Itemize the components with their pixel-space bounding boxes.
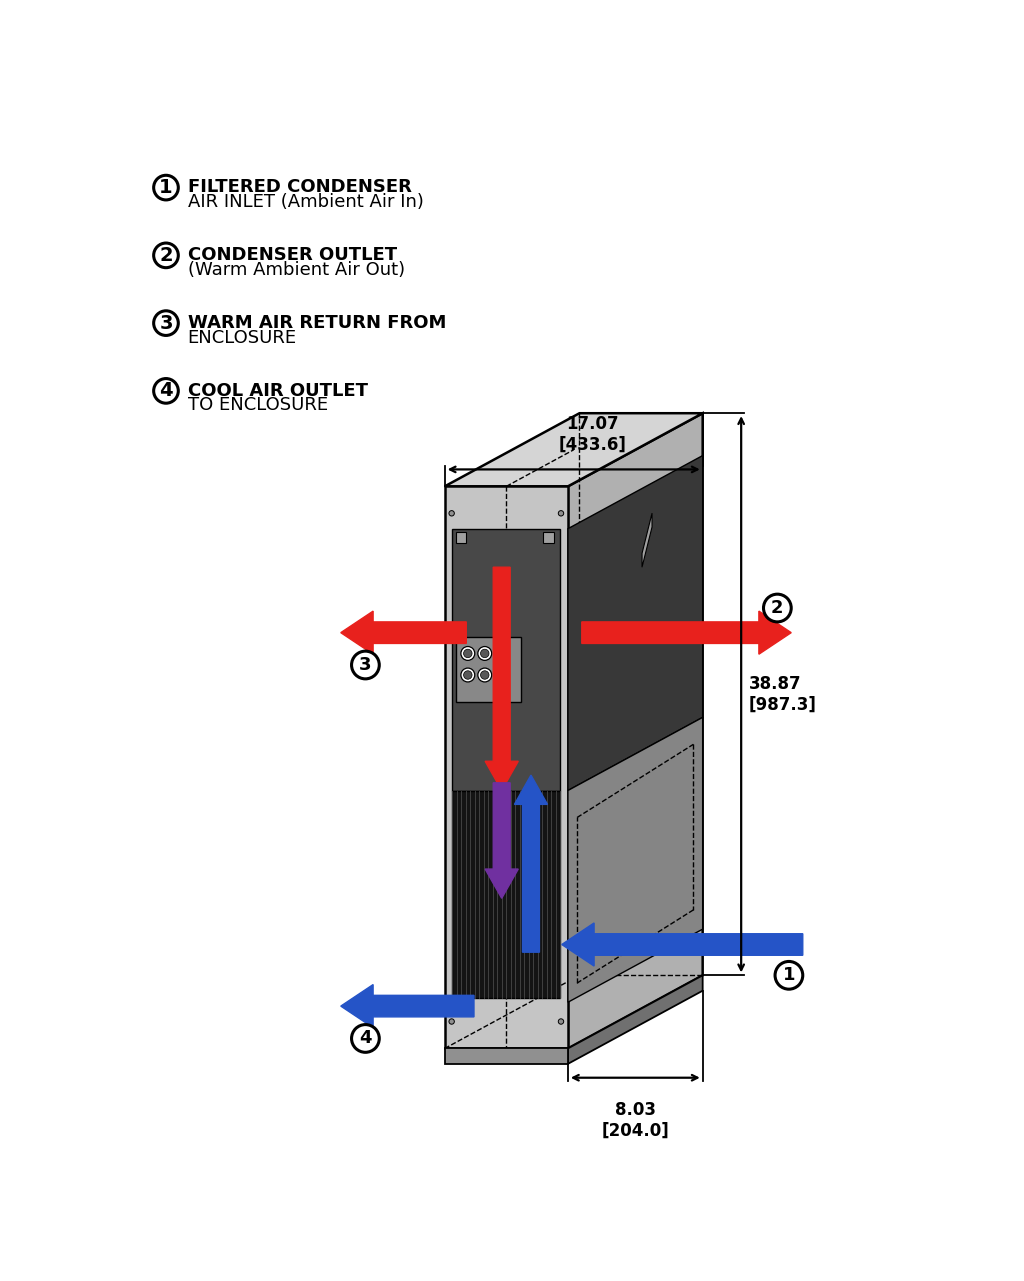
Circle shape [464,649,472,657]
Circle shape [764,594,792,621]
Text: 17.07
[433.6]: 17.07 [433.6] [559,415,627,453]
Polygon shape [568,975,702,1063]
Polygon shape [444,487,568,1048]
Circle shape [495,669,509,681]
Polygon shape [456,532,466,543]
Polygon shape [444,1048,568,1063]
Circle shape [498,649,506,657]
Circle shape [480,671,489,679]
Polygon shape [568,456,702,790]
Text: 38.87
[987.3]: 38.87 [987.3] [749,675,817,714]
FancyArrow shape [582,611,792,655]
Circle shape [558,1018,563,1025]
Polygon shape [568,414,702,1048]
FancyArrow shape [562,922,803,966]
Polygon shape [642,514,652,567]
FancyArrow shape [514,775,548,952]
Text: 2: 2 [771,600,783,617]
Text: WARM AIR RETURN FROM: WARM AIR RETURN FROM [187,314,445,332]
Circle shape [449,1018,455,1025]
Circle shape [351,1025,379,1052]
Circle shape [154,311,178,336]
Text: COOL AIR OUTLET: COOL AIR OUTLET [187,382,368,400]
Text: 3: 3 [359,656,372,674]
Text: ENCLOSURE: ENCLOSURE [187,328,297,346]
Circle shape [498,671,506,679]
Circle shape [461,647,475,661]
Circle shape [449,511,455,516]
Circle shape [154,175,178,200]
Circle shape [495,647,509,661]
Polygon shape [444,414,702,487]
Text: TO ENCLOSURE: TO ENCLOSURE [187,396,328,414]
Circle shape [478,669,492,681]
Polygon shape [568,717,702,1002]
Circle shape [480,649,489,657]
Text: 1: 1 [782,966,796,984]
Text: 8.03
[204.0]: 8.03 [204.0] [601,1100,669,1140]
Text: FILTERED CONDENSER: FILTERED CONDENSER [187,178,412,196]
Circle shape [461,669,475,681]
Circle shape [154,379,178,404]
Text: 1: 1 [159,178,173,197]
Text: (Warm Ambient Air Out): (Warm Ambient Air Out) [187,261,404,279]
Text: 4: 4 [159,382,173,401]
Circle shape [351,651,379,679]
Circle shape [154,243,178,268]
Circle shape [478,647,492,661]
Circle shape [464,671,472,679]
FancyArrow shape [485,783,518,898]
Polygon shape [544,532,554,543]
Polygon shape [453,529,560,790]
FancyArrow shape [485,567,518,790]
FancyArrow shape [341,985,474,1027]
FancyArrow shape [341,611,466,655]
Polygon shape [453,790,560,998]
Text: 3: 3 [159,314,173,333]
Circle shape [775,962,803,989]
Polygon shape [456,637,521,702]
Circle shape [558,511,563,516]
Text: CONDENSER OUTLET: CONDENSER OUTLET [187,246,396,264]
Text: AIR INLET (Ambient Air In): AIR INLET (Ambient Air In) [187,193,423,211]
Text: 2: 2 [159,246,173,265]
Text: 4: 4 [359,1030,372,1048]
